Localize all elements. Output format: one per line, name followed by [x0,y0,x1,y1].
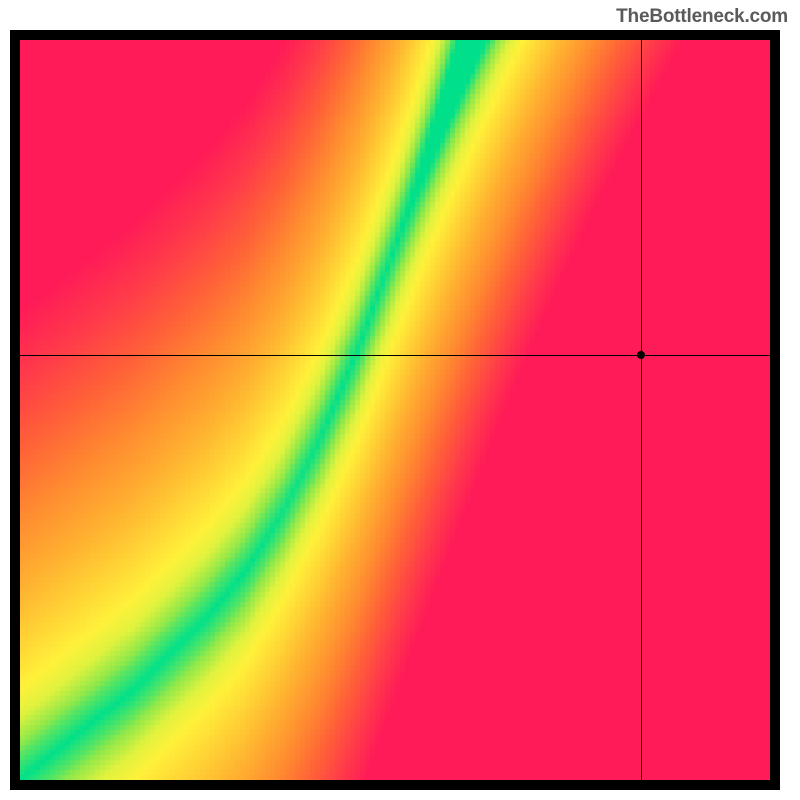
chart-frame [10,30,780,790]
attribution-text: TheBottleneck.com [616,6,788,28]
crosshair-vertical [641,40,642,780]
heatmap-canvas [20,40,770,780]
crosshair-horizontal [20,355,770,356]
crosshair-marker [637,351,645,359]
